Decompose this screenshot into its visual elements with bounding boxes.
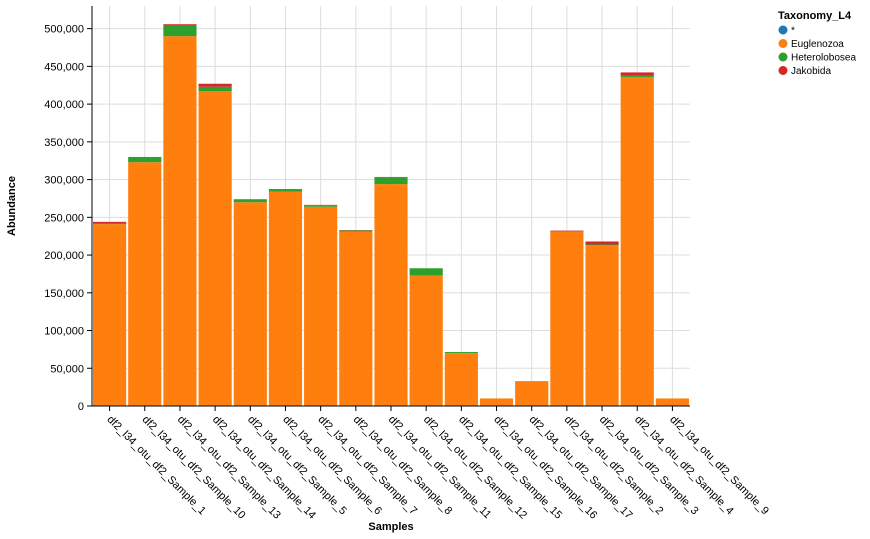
y-tick-label: 500,000 [44,24,84,36]
bar-segment [409,275,443,406]
bar-segment [233,202,267,406]
bar-segment [93,221,127,223]
bar-segment [304,205,338,207]
bar-segment [163,36,197,406]
legend-items: * Euglenozoa Heterolobosea Jakobida [778,25,856,77]
y-tick-label: 0 [78,401,84,413]
bar-segment [585,244,619,246]
bar-segment [620,75,654,77]
bar-segment [198,86,232,92]
y-axis: 0 50,000 100,000 150,000 200,000 250,000 300,0… [44,6,93,413]
bar-segment [128,162,162,406]
bar-segment [198,91,232,406]
y-tick-label: 100,000 [44,326,84,338]
bar-segment [515,381,549,406]
y-tick-label: 400,000 [44,99,84,111]
y-axis-title: Abundance [6,176,18,236]
y-tick-label: 450,000 [44,61,84,73]
legend-swatch [778,66,788,75]
bar-segment [374,177,408,185]
bar-segment [585,241,619,245]
bar-segment [374,184,408,406]
bar-segment [163,24,197,37]
legend-label: * [791,26,795,37]
bar-segment [444,353,478,406]
bar-segment [198,83,232,87]
y-tick-label: 350,000 [44,137,84,149]
bar-segment [550,231,584,406]
legend-label: Jakobida [791,66,831,77]
bar-segment [128,156,162,163]
bar-segment [409,268,443,276]
x-axis: df2_l34_otu_df2_Sample_1df2_l34_otu_df2_… [92,405,771,522]
legend-label: Euglenozoa [791,39,844,50]
x-axis-title: Samples [368,521,413,533]
bar-segment [339,231,373,406]
legend-swatch [778,25,788,35]
bar-segment [93,224,127,406]
bar-segment [268,191,303,406]
bar-segment [163,24,197,25]
y-tick-label: 300,000 [44,175,84,187]
bar-segment [550,230,584,232]
y-tick-label: 250,000 [44,212,84,224]
legend: Taxonomy_L4 * Euglenozoa Heterolobosea Jako… [778,10,856,77]
bar-segment [444,352,478,354]
bars [93,24,689,407]
y-tick-label: 150,000 [44,288,84,300]
legend-title: Taxonomy_L4 [778,10,852,22]
bar-segment [268,189,303,192]
bar-segment [233,199,267,203]
legend-swatch [778,39,788,48]
bar-segment [339,230,373,232]
bar-segment [93,222,127,225]
legend-label: Heterolobosea [791,53,856,64]
y-tick-label: 200,000 [44,250,84,262]
bar-segment [479,398,514,406]
bar-segment [620,76,654,407]
bar-segment [655,398,689,406]
y-tick-label: 50,000 [50,363,84,375]
bar-segment [620,72,654,76]
legend-swatch [778,52,788,62]
bar-segment [585,245,619,406]
bar-segment [304,206,338,406]
